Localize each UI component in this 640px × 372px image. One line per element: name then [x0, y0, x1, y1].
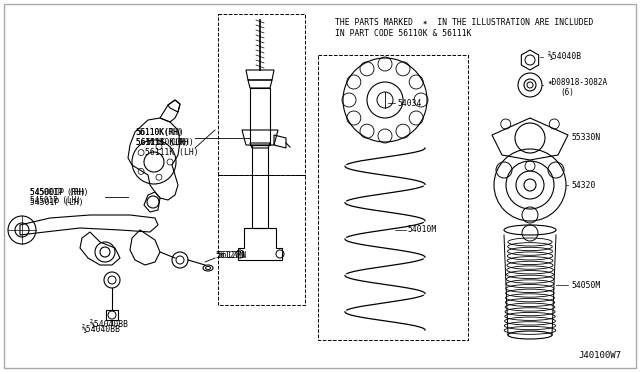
Text: 56110K(RH): 56110K(RH) [136, 128, 182, 138]
Text: 54501P (LH): 54501P (LH) [30, 198, 84, 206]
Text: 56111K (LH): 56111K (LH) [136, 138, 189, 148]
Text: 56127N: 56127N [215, 250, 244, 260]
Text: ⅔54040B: ⅔54040B [548, 52, 582, 61]
Text: 54501P (LH): 54501P (LH) [30, 196, 81, 205]
Text: 56127N: 56127N [218, 250, 247, 260]
Text: ⅔54040BB: ⅔54040BB [82, 326, 121, 334]
Text: 54500IP (RH): 54500IP (RH) [30, 187, 88, 196]
Text: 54320: 54320 [572, 180, 596, 189]
Text: ✶Ð08918-3082A: ✶Ð08918-3082A [548, 77, 608, 87]
Text: THE PARTS MARKED  ✶  IN THE ILLUSTRATION ARE INCLUDED: THE PARTS MARKED ✶ IN THE ILLUSTRATION A… [335, 17, 593, 26]
Text: (6): (6) [560, 89, 574, 97]
Text: ⅔54040BB: ⅔54040BB [90, 321, 129, 330]
Text: 56110K(RH): 56110K(RH) [136, 128, 185, 138]
Text: 56111K (LH): 56111K (LH) [145, 148, 198, 157]
Text: 56110K(RH): 56110K(RH) [145, 138, 194, 148]
Text: IN PART CODE 56110K & 56111K: IN PART CODE 56110K & 56111K [335, 29, 472, 38]
Text: J40100W7: J40100W7 [578, 350, 621, 359]
Text: 55330N: 55330N [572, 134, 601, 142]
Text: 54500IP (RH): 54500IP (RH) [30, 187, 86, 196]
Text: 54034: 54034 [398, 99, 422, 108]
Text: 54050M: 54050M [572, 280, 601, 289]
Text: 56111K (LH): 56111K (LH) [136, 138, 187, 148]
Text: 54010M: 54010M [408, 225, 437, 234]
